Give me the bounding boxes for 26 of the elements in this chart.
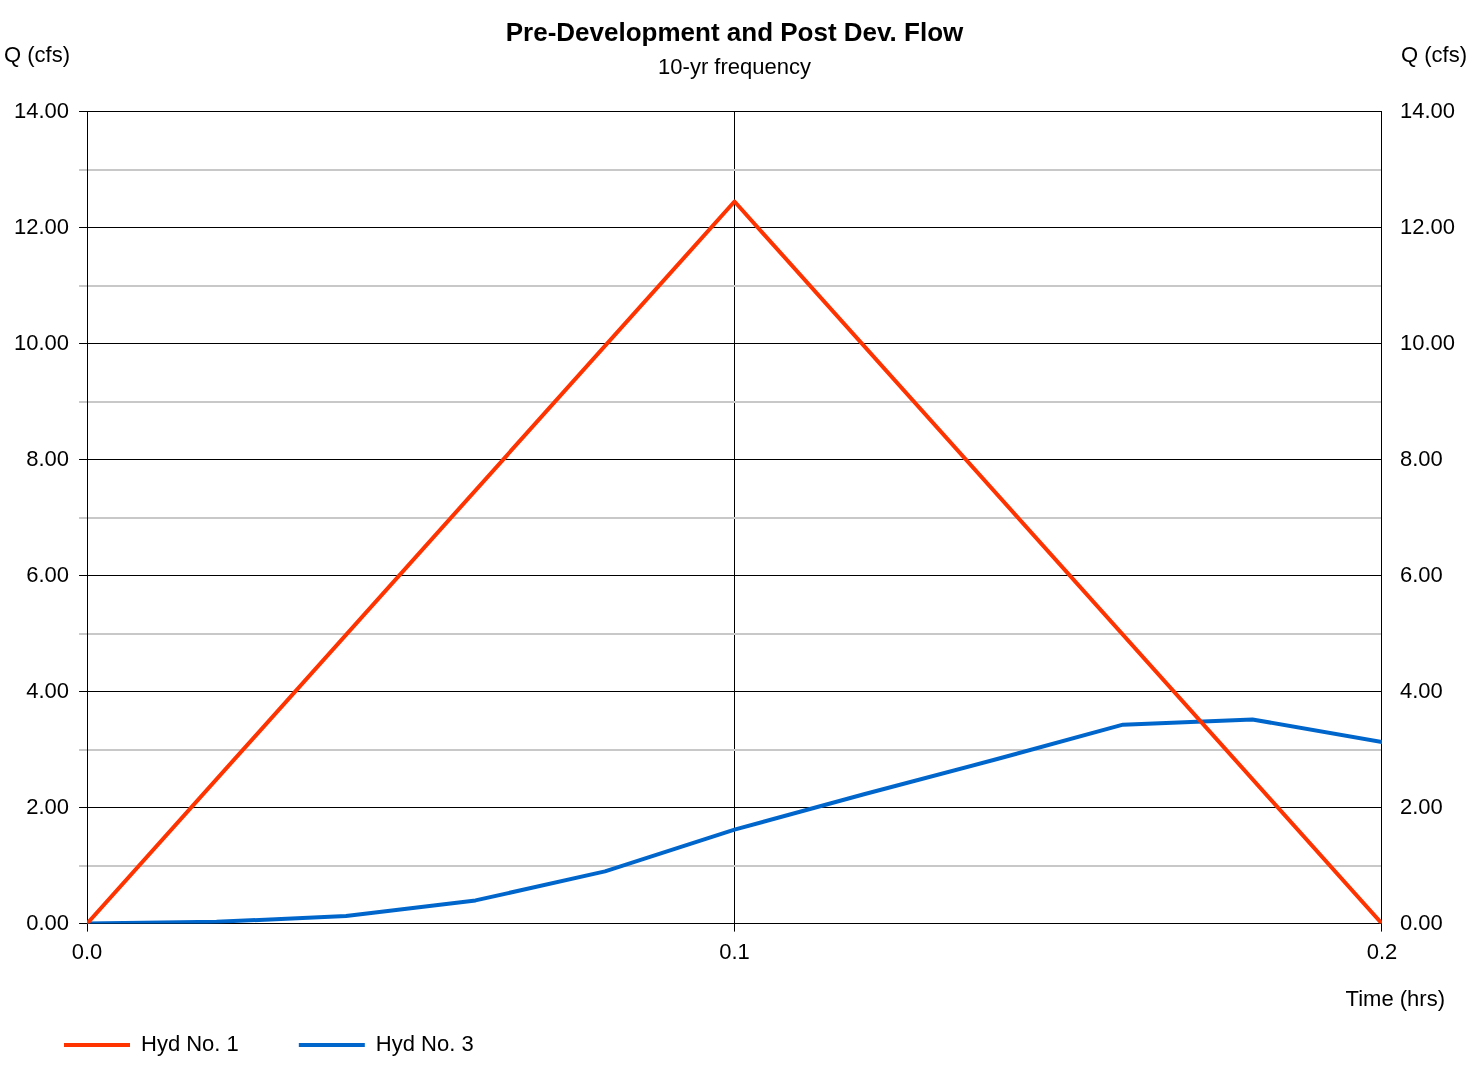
y2-tick-label: 6.00 xyxy=(1399,561,1443,587)
legend-label: Hyd No. 3 xyxy=(375,1031,474,1057)
y-tick-label: 10.00 xyxy=(13,329,70,355)
y2-tick-label: 10.00 xyxy=(1399,329,1456,355)
y2-tick-label: 14.00 xyxy=(1399,97,1456,123)
chart-title: Pre-Development and Post Dev. Flow xyxy=(505,16,965,47)
legend-label: Hyd No. 1 xyxy=(141,1031,239,1057)
y-tick-label: 0.00 xyxy=(26,909,70,935)
y-tick-label: 14.00 xyxy=(13,97,70,123)
y-axis-title: Q (cfs) xyxy=(4,42,70,67)
x-tick-label: 0.0 xyxy=(71,938,103,964)
y-tick-label: 4.00 xyxy=(26,677,70,703)
x-tick-label: 0.2 xyxy=(1366,938,1398,964)
y-tick-label: 8.00 xyxy=(26,445,70,471)
y2-tick-label: 12.00 xyxy=(1399,213,1456,239)
y2-tick-label: 4.00 xyxy=(1399,677,1443,703)
x-tick-label: 0.1 xyxy=(719,938,750,964)
y-tick-label: 2.00 xyxy=(26,793,70,819)
chart-subtitle: 10-yr frequency xyxy=(658,54,811,80)
y2-axis-title: Q (cfs) xyxy=(1401,42,1467,67)
y2-tick-label: 0.00 xyxy=(1399,909,1443,935)
x-axis-title: Time (hrs) xyxy=(1345,985,1445,1011)
y2-tick-label: 8.00 xyxy=(1399,445,1443,471)
y-tick-label: 12.00 xyxy=(13,213,70,239)
y2-tick-label: 2.00 xyxy=(1399,793,1443,819)
y-tick-label: 6.00 xyxy=(26,561,70,587)
